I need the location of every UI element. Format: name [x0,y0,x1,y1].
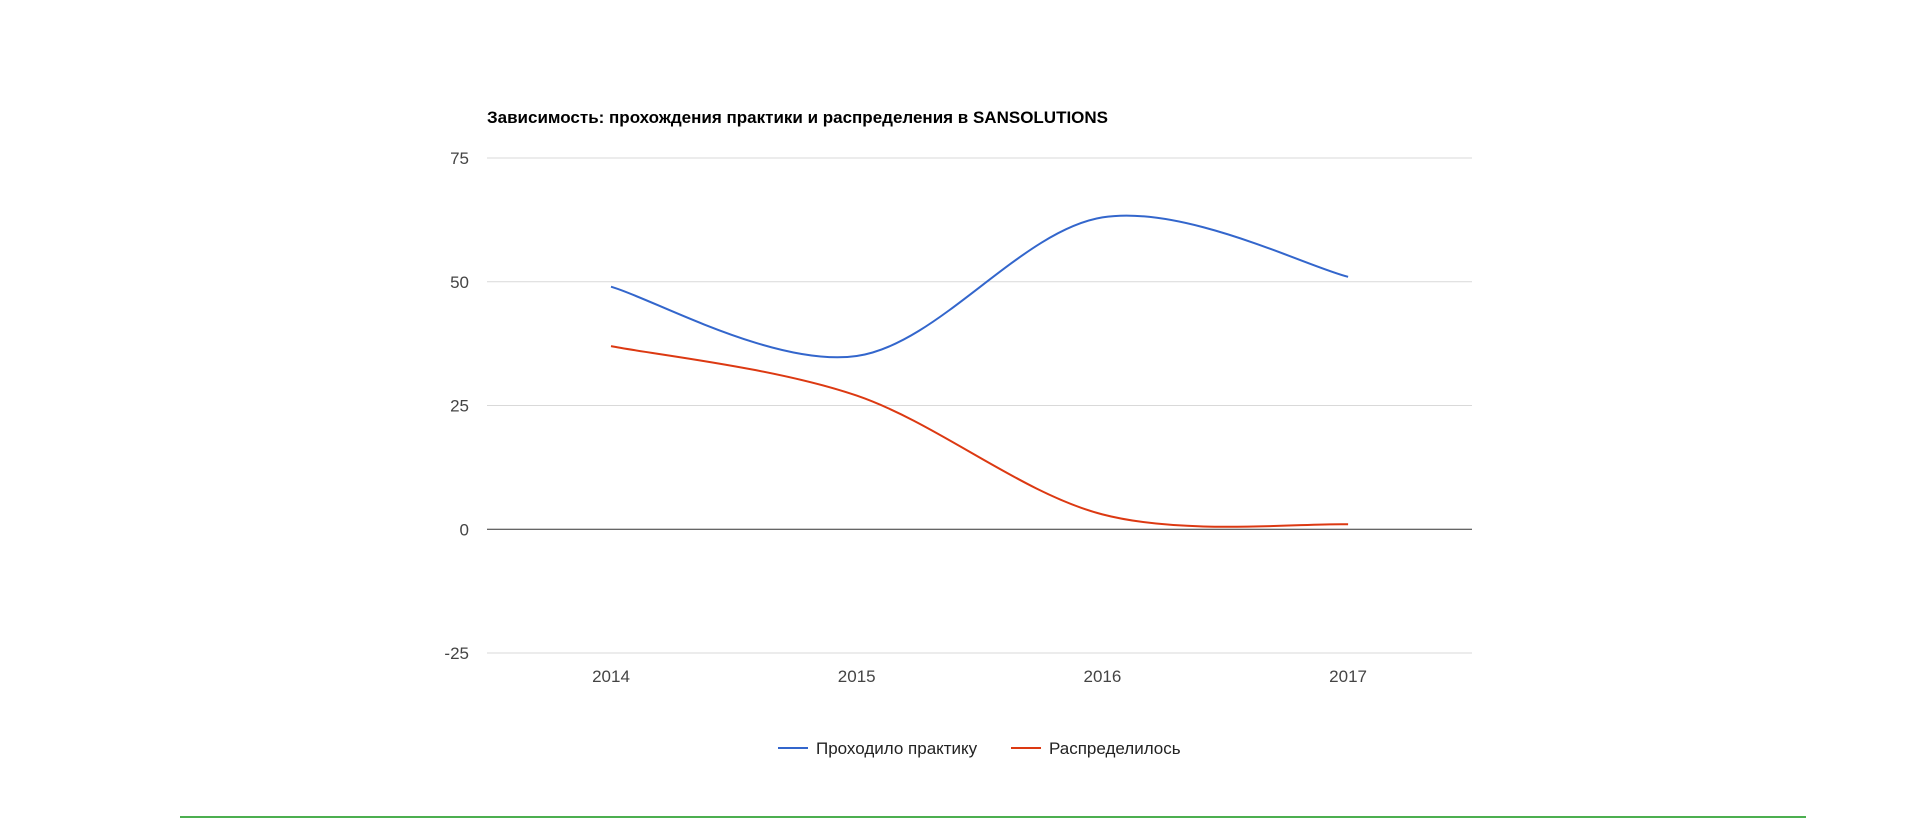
series-line-2[interactable] [611,346,1348,527]
chart-title: Зависимость: прохождения практики и расп… [487,108,1108,127]
legend-label: Распределилось [1049,739,1181,758]
legend[interactable]: Проходило практику Распределилось [778,739,1181,758]
y-tick-label: 75 [450,149,469,168]
grid-lines [487,158,1472,653]
x-tick-label: 2017 [1329,667,1367,686]
y-axis-ticks: 75 50 25 0 -25 [444,149,469,663]
x-tick-label: 2015 [838,667,876,686]
series-lines [611,216,1348,527]
footer-divider [180,816,1806,818]
x-axis-ticks: 2014 2015 2016 2017 [592,667,1367,686]
legend-item-2[interactable]: Распределилось [1011,739,1181,758]
y-tick-label: 25 [450,397,469,416]
legend-item-1[interactable]: Проходило практику [778,739,978,758]
legend-label: Проходило практику [816,739,978,758]
y-tick-label: 0 [460,520,469,539]
y-tick-label: 50 [450,273,469,292]
x-tick-label: 2014 [592,667,630,686]
y-tick-label: -25 [444,644,469,663]
x-tick-label: 2016 [1083,667,1121,686]
series-line-1[interactable] [611,216,1348,358]
